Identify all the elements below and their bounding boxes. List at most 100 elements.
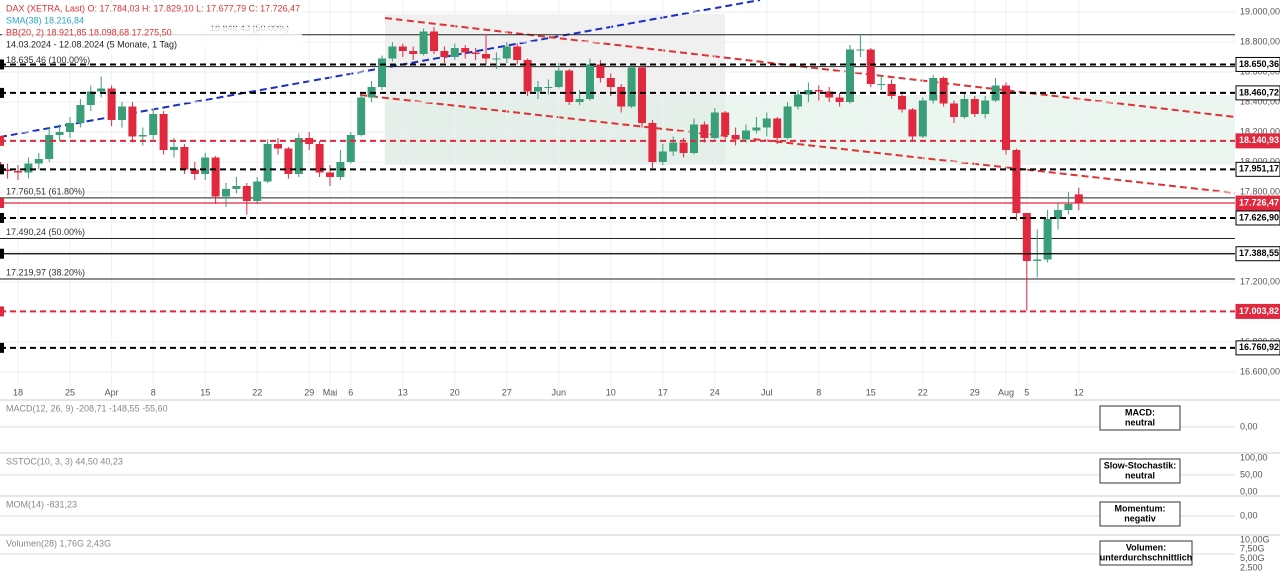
candle-body	[1033, 259, 1042, 261]
candle-body	[138, 135, 147, 137]
candle-body	[721, 112, 730, 135]
panel-axis-label: 5,00G	[1240, 553, 1265, 563]
level-marker	[0, 212, 4, 223]
candle-body	[970, 99, 979, 114]
candle-body	[190, 169, 199, 174]
candle-body	[783, 106, 792, 138]
cloud-zone	[385, 95, 1235, 165]
panel-axis-label: 0,00	[1240, 486, 1258, 496]
level-label-box	[1235, 340, 1280, 356]
status-text: negativ	[1124, 513, 1156, 523]
candle-body	[450, 48, 459, 57]
candle-body	[877, 84, 886, 85]
candle-body	[409, 51, 418, 54]
level-marker	[0, 342, 4, 353]
candle-body	[710, 112, 719, 138]
candle-body	[1064, 204, 1073, 210]
candle-body	[679, 142, 688, 153]
y-tick-label: 18.200,00	[1240, 126, 1280, 136]
x-tick-label: 22	[918, 387, 928, 397]
candle-body	[898, 96, 906, 110]
candle-body	[118, 106, 126, 120]
x-tick-label: Apr	[105, 387, 119, 397]
candle-body	[606, 78, 615, 87]
status-text: Volumen:	[1126, 542, 1166, 552]
candle-body	[86, 91, 95, 105]
x-tick-label: 10	[606, 387, 616, 397]
panel-axis-label: 0,00	[1240, 510, 1258, 520]
candle-body	[1074, 194, 1083, 204]
x-tick-label: 29	[970, 387, 980, 397]
candle-body	[939, 78, 948, 104]
fib-label: 17.760,51 (61.80%)	[6, 186, 85, 196]
level-label-box	[1235, 133, 1280, 149]
candle-body	[918, 100, 927, 137]
candle-body	[305, 138, 314, 144]
candle-body	[294, 138, 303, 174]
candle-body	[950, 103, 958, 117]
candle-body	[284, 148, 293, 174]
candle-body	[981, 100, 990, 114]
candle-body	[554, 70, 563, 87]
legend-entry: DAX (XETRA, Last) O: 17.784,03 H: 17.829…	[6, 3, 300, 13]
panel-title: MOM(14) -831,23	[6, 499, 77, 509]
level-label: 18.140,93	[1239, 135, 1279, 145]
candle-body	[242, 186, 251, 201]
candle-body	[34, 159, 43, 164]
candle-body	[315, 144, 324, 173]
fib-label: 18.635,46 (100.00%)	[6, 55, 90, 65]
candle-body	[887, 84, 896, 96]
candle-body	[1002, 85, 1010, 150]
candle-body	[97, 88, 106, 92]
status-text: neutral	[1125, 417, 1155, 427]
status-text: Slow-Stochastik:	[1104, 460, 1177, 470]
level-marker	[0, 59, 4, 70]
candle-body	[648, 123, 657, 162]
candle-body	[627, 67, 636, 107]
y-tick-label: 17.800,00	[1240, 186, 1280, 196]
level-label-box	[1235, 85, 1280, 101]
level-marker	[0, 164, 4, 175]
x-tick-label: 15	[200, 387, 210, 397]
x-tick-label: 6	[348, 387, 353, 397]
candle-body	[170, 147, 178, 150]
panel-axis-label: 50,00	[1240, 469, 1263, 479]
status-box	[1099, 458, 1181, 484]
candle-body	[3, 169, 12, 171]
y-tick-label: 18.800,00	[1240, 36, 1280, 46]
candle-body	[107, 88, 116, 120]
x-tick-label: Aug	[998, 387, 1014, 397]
level-marker	[0, 248, 4, 259]
level-label-box	[1235, 56, 1280, 72]
x-tick-label: 27	[502, 387, 512, 397]
y-tick-label: 18.000,00	[1240, 156, 1280, 166]
candle-body	[398, 46, 407, 51]
fib-label: 17.490,24 (50.00%)	[6, 227, 85, 237]
level-label: 17.726,47	[1239, 197, 1279, 207]
panel-axis-label: 7,50G	[1240, 544, 1265, 554]
candle-body	[731, 135, 740, 140]
status-text: neutral	[1125, 470, 1155, 480]
candle-body	[232, 186, 241, 189]
level-label-box	[1235, 210, 1280, 226]
candle-body	[253, 181, 262, 201]
status-box	[1099, 540, 1193, 566]
candle-body	[211, 157, 220, 197]
y-tick-label: 17.200,00	[1240, 276, 1280, 286]
candle-body	[565, 70, 574, 102]
level-marker	[0, 198, 4, 209]
x-tick-label: 13	[398, 387, 408, 397]
status-box	[1099, 405, 1181, 431]
candle-body	[742, 130, 750, 140]
level-label: 17.388,55	[1239, 248, 1279, 258]
candle-body	[690, 124, 698, 153]
legend-entry: SMA(38) 18.216,84	[6, 15, 84, 25]
panel-title: SSTOC(10, 3, 3) 44,50 40,23	[6, 456, 123, 466]
level-label: 17.626,90	[1239, 212, 1279, 222]
legend-bg	[2, 27, 302, 38]
x-tick-label: 8	[151, 387, 156, 397]
level-marker	[0, 306, 4, 317]
x-tick-label: 29	[304, 387, 314, 397]
candle-body	[45, 135, 54, 159]
candle-body	[617, 87, 626, 107]
